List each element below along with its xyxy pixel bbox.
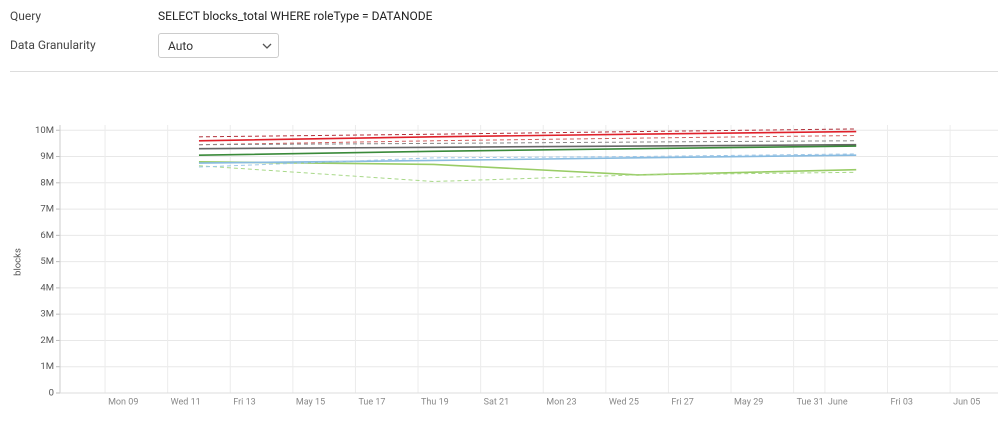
x-tick-label: Jun 05 xyxy=(953,397,980,407)
series-line xyxy=(198,153,857,168)
series-line xyxy=(198,143,857,150)
series-line xyxy=(198,165,857,182)
series-line xyxy=(198,130,857,142)
x-tick-label: Fri 13 xyxy=(233,397,255,407)
y-axis-label: blocks xyxy=(13,248,24,276)
x-tick-label: Wed 25 xyxy=(609,397,639,407)
x-tick-label: Sat 21 xyxy=(484,397,510,407)
series-line xyxy=(198,140,857,146)
y-tick-label: 1M xyxy=(40,361,54,372)
x-tick-label: May 29 xyxy=(734,397,763,407)
y-tick-label: 0 xyxy=(49,388,54,399)
series-line xyxy=(198,128,857,138)
y-tick-label: 5M xyxy=(40,256,54,267)
x-tick-label: Fri 03 xyxy=(891,397,913,407)
x-tick-label: Fri 27 xyxy=(671,397,693,407)
query-text: SELECT blocks_total WHERE roleType = DAT… xyxy=(158,9,433,23)
divider xyxy=(10,71,998,72)
y-tick-label: 9M xyxy=(40,151,54,162)
granularity-value: Auto xyxy=(168,39,194,53)
y-tick-label: 10M xyxy=(35,125,54,136)
granularity-select[interactable]: Auto xyxy=(158,33,279,58)
series-line xyxy=(198,145,857,157)
chevron xyxy=(262,43,272,49)
x-tick-label: Tue 31 xyxy=(797,397,824,407)
x-tick-label: Wed 11 xyxy=(171,397,201,407)
y-tick-label: 3M xyxy=(40,309,54,320)
y-tick-label: 8M xyxy=(40,177,54,188)
y-tick-label: 4M xyxy=(40,282,54,293)
y-tick-label: 2M xyxy=(40,335,54,346)
series-line xyxy=(198,135,857,146)
x-tick-label: Mon 09 xyxy=(108,397,138,407)
granularity-label: Data Granularity xyxy=(10,38,96,52)
x-tick-label: June xyxy=(828,397,848,407)
series-line xyxy=(198,160,857,176)
x-tick-label: Thu 19 xyxy=(421,397,449,407)
x-tick-label: Mon 23 xyxy=(546,397,576,407)
y-tick-label: 6M xyxy=(40,230,54,241)
x-tick-label: May 15 xyxy=(296,397,325,407)
query-label: Query xyxy=(10,9,42,23)
y-tick-label: 7M xyxy=(40,204,54,215)
x-tick-label: Tue 17 xyxy=(358,397,385,407)
series-line xyxy=(198,154,857,164)
